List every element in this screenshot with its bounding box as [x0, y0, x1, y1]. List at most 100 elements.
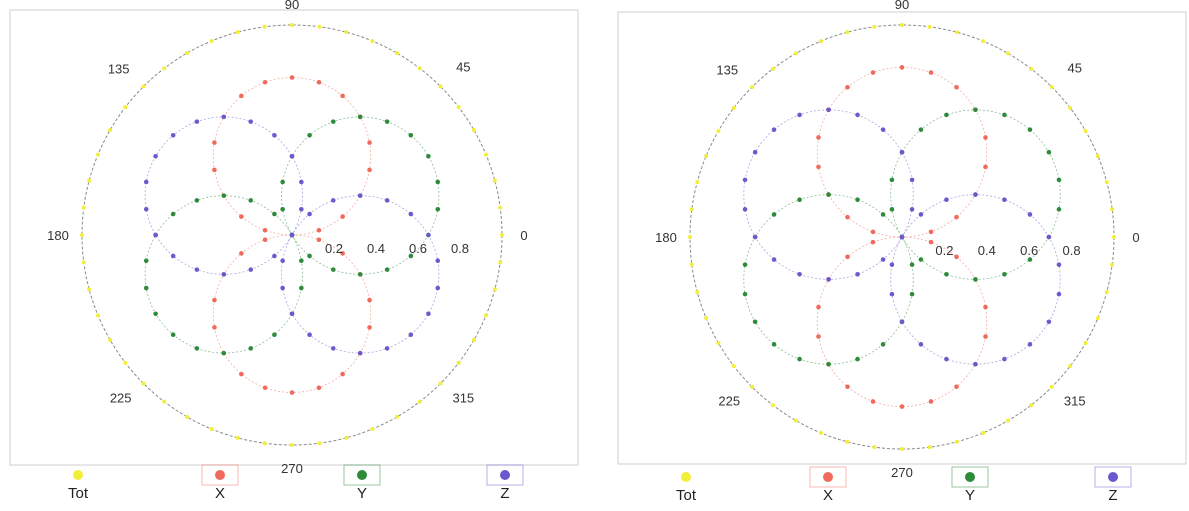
point-z: [280, 285, 285, 291]
point-tot: [484, 313, 489, 318]
legend-item-y: Y: [951, 466, 989, 504]
point-x: [367, 140, 372, 145]
point-y: [880, 342, 886, 347]
point-x: [212, 297, 217, 303]
point-tot: [438, 84, 443, 89]
point-z: [408, 332, 414, 338]
point-tot: [794, 418, 798, 423]
point-tot: [1083, 341, 1088, 345]
angle-tick-label: 0: [1132, 230, 1139, 245]
legend-marker: [73, 470, 83, 480]
point-z: [289, 232, 295, 238]
point-z: [426, 311, 431, 317]
point-z: [889, 262, 895, 267]
point-z: [826, 107, 831, 113]
point-tot: [370, 38, 375, 43]
point-y: [153, 311, 158, 317]
point-tot: [704, 316, 709, 321]
point-y: [435, 179, 441, 185]
legend-label: Z: [500, 485, 509, 502]
point-tot: [954, 30, 959, 35]
legend-label: Tot: [68, 485, 89, 502]
point-tot: [417, 399, 422, 404]
point-x: [316, 385, 322, 391]
point-x: [870, 229, 876, 235]
point-tot: [395, 51, 399, 56]
point-z: [384, 346, 390, 351]
point-y: [435, 206, 441, 212]
point-tot: [87, 287, 92, 292]
point-y: [1056, 177, 1062, 183]
legend-item-y: Y: [343, 464, 381, 502]
point-y: [880, 212, 886, 217]
point-z: [918, 342, 924, 347]
radial-tick-label: 0.6: [1020, 243, 1038, 258]
point-tot: [1110, 262, 1115, 267]
point-y: [357, 272, 363, 277]
point-tot: [185, 414, 189, 419]
point-y: [248, 198, 254, 203]
point-z: [918, 212, 924, 217]
point-z: [221, 114, 227, 120]
point-tot: [1104, 289, 1109, 294]
point-tot: [1029, 403, 1034, 408]
point-x: [367, 325, 372, 330]
point-x: [845, 214, 850, 220]
point-z: [307, 211, 312, 217]
point-tot: [731, 364, 736, 369]
point-tot: [500, 233, 504, 237]
point-z: [973, 192, 978, 197]
legend-label: Tot: [676, 487, 697, 504]
point-x: [983, 334, 988, 339]
point-tot: [262, 441, 267, 446]
point-z: [771, 127, 777, 132]
angle-tick-label: 270: [891, 465, 913, 480]
point-z: [435, 258, 441, 264]
point-z: [742, 177, 748, 183]
point-z: [855, 271, 860, 277]
point-y: [1002, 271, 1007, 277]
point-x: [954, 214, 959, 220]
plot-frame: [617, 11, 1187, 465]
point-tot: [1049, 384, 1054, 389]
point-y: [855, 197, 860, 203]
point-tot: [794, 51, 798, 56]
point-tot: [1110, 207, 1115, 212]
legend-marker: [681, 472, 691, 482]
point-tot: [498, 260, 503, 265]
point-z: [299, 206, 304, 212]
legend-marker: [357, 470, 367, 480]
point-z: [153, 232, 158, 238]
point-tot: [981, 430, 986, 435]
point-z: [771, 257, 777, 262]
point-y: [143, 285, 149, 291]
point-tot: [395, 414, 399, 419]
point-tot: [80, 233, 84, 237]
point-z: [899, 149, 905, 155]
legend-label: X: [215, 485, 225, 502]
point-z: [248, 119, 254, 124]
point-tot: [818, 430, 823, 435]
point-y: [889, 207, 895, 212]
point-y: [909, 291, 915, 297]
point-y: [826, 361, 831, 367]
point-y: [408, 253, 414, 259]
point-x: [262, 237, 268, 243]
angle-tick-label: 225: [718, 394, 740, 409]
legend-label: Z: [1108, 487, 1117, 504]
point-z: [973, 361, 978, 367]
point-x: [954, 84, 959, 90]
point-y: [909, 262, 915, 267]
point-tot: [954, 439, 959, 444]
point-y: [771, 212, 777, 217]
point-y: [426, 153, 431, 159]
point-tot: [484, 152, 489, 157]
point-x: [239, 371, 244, 377]
point-tot: [209, 38, 214, 43]
point-y: [307, 253, 312, 259]
point-tot: [1068, 105, 1073, 110]
point-tot: [818, 39, 823, 44]
legend-item-x: X: [201, 464, 239, 502]
angle-tick-label: 135: [716, 62, 738, 77]
point-x: [212, 325, 217, 330]
